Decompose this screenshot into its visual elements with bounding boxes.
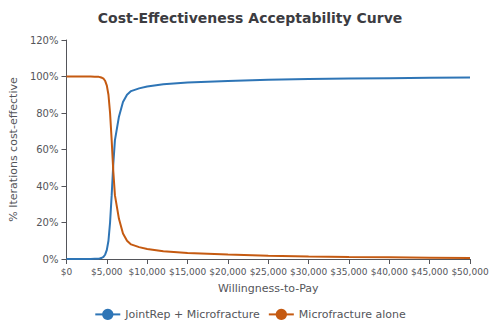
svg-text:80%: 80% (36, 108, 58, 119)
svg-text:Cost-Effectiveness Acceptabili: Cost-Effectiveness Acceptability Curve (98, 10, 403, 26)
svg-text:$5,000: $5,000 (91, 267, 123, 277)
svg-text:$0: $0 (61, 267, 73, 277)
svg-text:JointRep + Microfracture: JointRep + Microfracture (124, 308, 260, 321)
svg-text:$30,000: $30,000 (290, 267, 327, 277)
svg-text:0%: 0% (43, 254, 59, 265)
svg-text:$15,000: $15,000 (169, 267, 206, 277)
svg-text:$20,000: $20,000 (209, 267, 246, 277)
svg-text:$25,000: $25,000 (250, 267, 287, 277)
svg-text:$40,000: $40,000 (371, 267, 408, 277)
svg-text:$50,000: $50,000 (451, 267, 488, 277)
svg-text:120%: 120% (30, 35, 59, 46)
svg-text:100%: 100% (30, 71, 59, 82)
svg-text:60%: 60% (36, 144, 58, 155)
svg-text:40%: 40% (36, 181, 58, 192)
svg-text:Willingness-to-Pay: Willingness-to-Pay (218, 282, 319, 295)
svg-text:20%: 20% (36, 217, 58, 228)
svg-text:% Iterations cost-effective: % Iterations cost-effective (7, 77, 20, 222)
svg-text:$10,000: $10,000 (129, 267, 166, 277)
svg-text:Microfracture alone: Microfracture alone (299, 308, 406, 321)
svg-text:$45,000: $45,000 (411, 267, 448, 277)
svg-text:$35,000: $35,000 (330, 267, 367, 277)
